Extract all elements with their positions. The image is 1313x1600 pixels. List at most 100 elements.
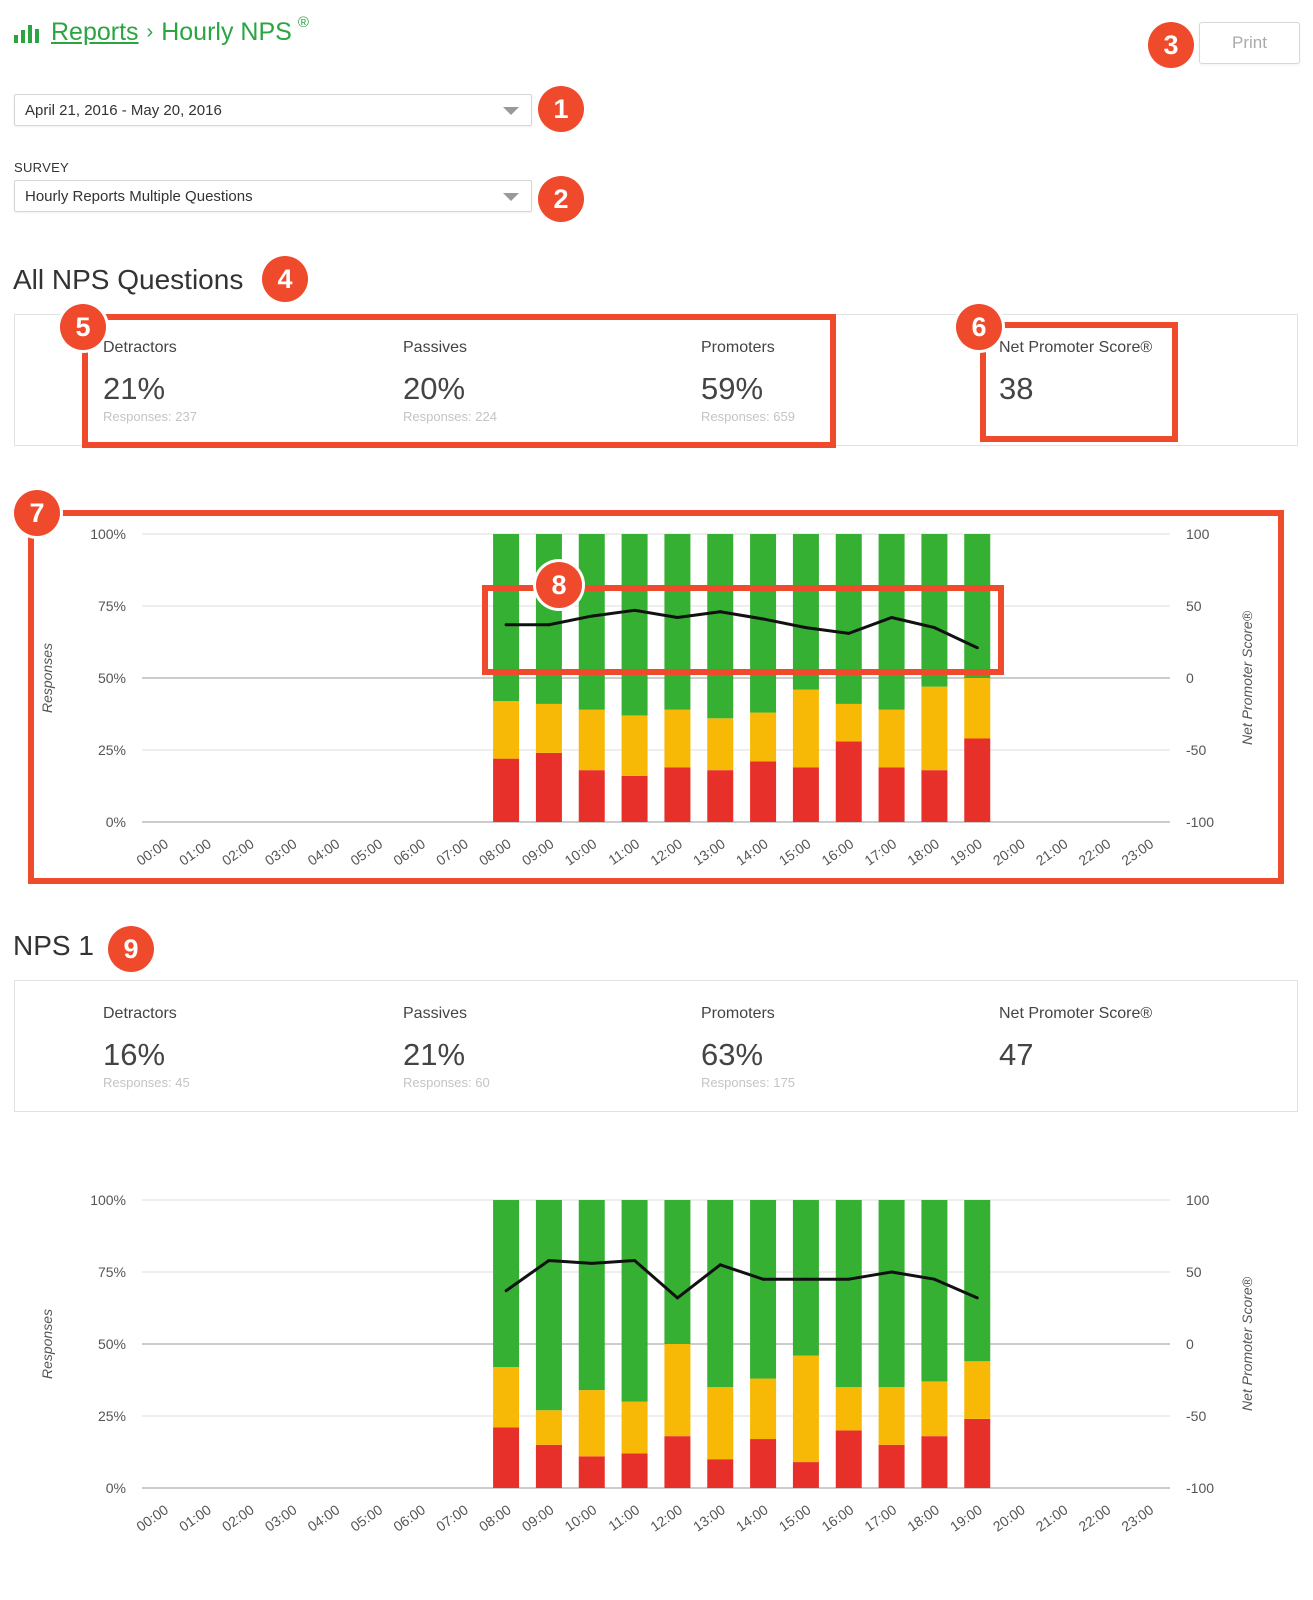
- breadcrumb-reports-link[interactable]: Reports: [51, 18, 139, 46]
- x-tick-label: 11:00: [605, 835, 642, 868]
- nps-line: [505, 1258, 978, 1300]
- y-tick-label: 50%: [98, 670, 126, 686]
- x-tick-label: 15:00: [776, 835, 814, 868]
- detractors-percent: 16%: [103, 1037, 166, 1072]
- x-tick-label: 07:00: [433, 835, 471, 868]
- x-tick-label: 22:00: [1076, 1501, 1114, 1534]
- detractors-percent: 21%: [103, 371, 166, 406]
- x-tick-label: 01:00: [176, 835, 214, 868]
- promoters-label: Promoters: [701, 339, 775, 356]
- promoters-bar-segment: [535, 534, 562, 704]
- y2-tick-label: 100: [1186, 526, 1210, 542]
- x-tick-label: 14:00: [733, 835, 771, 868]
- y-tick-label: 75%: [98, 1264, 126, 1280]
- x-tick-label: 08:00: [476, 1501, 514, 1534]
- promoters-bar-segment: [750, 534, 777, 713]
- nps-point: [847, 1277, 851, 1281]
- y2-tick-label: -100: [1186, 814, 1214, 830]
- x-tick-label: 19:00: [947, 835, 985, 868]
- x-tick-label: 00:00: [133, 835, 171, 868]
- date-range-select[interactable]: April 21, 2016 - May 20, 2016: [14, 94, 532, 126]
- y2-axis-title: Net Promoter Score®: [1239, 610, 1255, 745]
- promoters-responses: Responses: 659: [701, 409, 795, 424]
- y-tick-label: 100%: [90, 1192, 126, 1208]
- breadcrumb-separator: ›: [146, 21, 154, 43]
- print-button[interactable]: Print: [1199, 22, 1300, 64]
- x-tick-label: 18:00: [904, 835, 942, 868]
- passives-bar-segment: [578, 1390, 605, 1457]
- promoters-percent: 63%: [701, 1037, 764, 1072]
- callout-badge-4: 4: [262, 256, 308, 302]
- passives-label: Passives: [403, 339, 468, 356]
- nps-point: [718, 610, 722, 614]
- x-tick-label: 20:00: [990, 835, 1028, 868]
- nps-point: [932, 1277, 936, 1281]
- passives-bar-segment: [535, 703, 562, 753]
- summary-card-all-nps: Detractors 21% Responses: 237 Passives 2…: [14, 314, 1298, 446]
- detractors-bar-segment: [792, 767, 819, 822]
- promoters-percent: 59%: [701, 371, 764, 406]
- y-tick-label: 25%: [98, 742, 126, 758]
- detractors-bar-segment: [535, 1444, 562, 1488]
- nps-stat: Net Promoter Score® 38: [999, 339, 1152, 407]
- hourly-nps-chart-all: 0% 25% 50% 75% 100% -100 -50 0 50 100 Responses Net…: [39, 526, 1255, 869]
- x-tick-label: 10:00: [562, 835, 600, 868]
- callout-badge-7: 7: [14, 490, 60, 536]
- y2-tick-label: -100: [1186, 1480, 1214, 1496]
- promoters-bar-segment: [664, 534, 691, 710]
- nps-point: [975, 646, 979, 650]
- x-tick-label: 06:00: [390, 835, 428, 868]
- x-tick-label: 12:00: [647, 1501, 685, 1534]
- breadcrumb: Reports › Hourly NPS ®: [14, 14, 309, 47]
- x-tick-label: 20:00: [990, 1501, 1028, 1534]
- nps-point: [847, 631, 851, 635]
- x-tick-label: 05:00: [347, 1501, 385, 1534]
- y2-tick-label: 0: [1186, 670, 1194, 686]
- passives-bar-segment: [493, 1367, 520, 1428]
- chevron-down-icon: [503, 193, 519, 201]
- promoters-bar-segment: [621, 1200, 648, 1402]
- passives-bar-segment: [664, 1344, 691, 1437]
- x-tick-label: 02:00: [219, 835, 257, 868]
- nps-point: [590, 1261, 594, 1265]
- x-tick-label: 06:00: [390, 1501, 428, 1534]
- y-tick-label: 0%: [106, 814, 126, 830]
- nps-point: [590, 614, 594, 618]
- x-tick-label: 23:00: [1118, 835, 1156, 868]
- x-tick-label: 11:00: [605, 1501, 642, 1534]
- x-tick-label: 18:00: [904, 1501, 942, 1534]
- detractors-label: Detractors: [103, 339, 177, 356]
- detractors-bar-segment: [921, 1436, 948, 1488]
- callout-badge-9: 9: [108, 926, 154, 972]
- promoters-bar-segment: [578, 1200, 605, 1391]
- passives-bar-segment: [621, 715, 648, 776]
- promoters-bar-segment: [707, 1200, 734, 1388]
- nps-point: [675, 1296, 679, 1300]
- x-tick-label: 12:00: [647, 835, 685, 868]
- passives-responses: Responses: 60: [403, 1075, 490, 1090]
- y2-tick-label: -50: [1186, 742, 1206, 758]
- callout-badge-5: 5: [60, 304, 106, 350]
- passives-bar-segment: [750, 1378, 777, 1440]
- summary-card-nps1: Detractors 16% Responses: 45 Passives 21…: [14, 980, 1298, 1112]
- nps-point: [547, 1258, 551, 1262]
- detractors-bar-segment: [964, 738, 991, 822]
- passives-stat: Passives 20% Responses: 224: [403, 339, 497, 424]
- y-axis-title: Responses: [39, 643, 55, 713]
- x-tick-label: 04:00: [305, 835, 343, 868]
- nps-point: [932, 626, 936, 630]
- passives-bar-segment: [878, 1387, 905, 1445]
- detractors-bar-segment: [750, 1439, 777, 1488]
- nps-point: [633, 608, 637, 612]
- survey-select[interactable]: Hourly Reports Multiple Questions: [14, 180, 532, 212]
- nps-point: [633, 1258, 637, 1262]
- detractors-bar-segment: [878, 1444, 905, 1488]
- nps-point: [718, 1263, 722, 1267]
- passives-bar-segment: [921, 1381, 948, 1437]
- x-tick-label: 00:00: [133, 1501, 171, 1534]
- nps-line: [506, 608, 978, 650]
- y2-tick-label: 100: [1186, 1192, 1210, 1208]
- detractors-bar-segment: [578, 770, 605, 822]
- y-tick-label: 25%: [98, 1408, 126, 1424]
- passives-bar-segment: [621, 1401, 648, 1454]
